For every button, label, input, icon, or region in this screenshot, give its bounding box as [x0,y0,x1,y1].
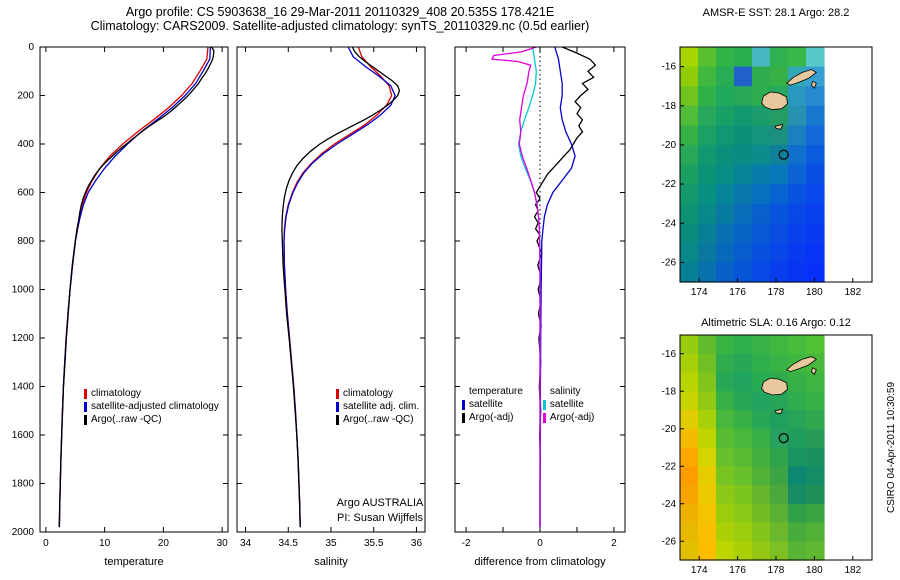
svg-text:-16: -16 [662,349,677,360]
svg-text:1000: 1000 [12,285,35,296]
svg-text:-24: -24 [662,499,677,510]
svg-text:-16: -16 [662,62,677,73]
salinity-axis-label: salinity [314,556,348,568]
svg-text:176: 176 [729,565,746,576]
sst-map-title: AMSR-E SST: 28.1 Argo: 28.2 [702,7,850,19]
svg-text:180: 180 [806,565,823,576]
svg-text:34.5: 34.5 [279,538,299,549]
legend-label: Argo(-adj) [549,412,595,423]
legend-label: climatology [343,388,394,399]
legend-label: satellite adj. clim. [343,401,420,412]
svg-text:-22: -22 [662,461,677,472]
legend-label: satellite [549,399,584,410]
csiro-timestamp: CSIRO 04-Apr-2011 10:30:59 [886,382,897,514]
legend-group: temperature satellite Argo(-adj) [462,385,523,424]
legend-label: climatology [91,388,142,399]
attribution-org: Argo AUSTRALIA [336,497,424,509]
svg-text:176: 176 [729,287,746,298]
legend-color-mark [336,414,339,425]
salinity-legend: climatology satellite adj. clim. Argo(..ra… [336,387,419,426]
attribution-pi: PI: Susan Wijffels [337,512,423,524]
legend-color-mark [462,412,465,423]
legend-entry: satellite [542,398,594,411]
svg-text:10: 10 [99,538,111,549]
figure-title-line2: Climatology: CARS2009. Satellite-adjuste… [90,19,590,33]
legend-label: satellite [469,399,503,410]
legend-entry: Argo(-adj) [462,411,523,424]
legend-color-mark [84,401,87,412]
legend-entry: satellite-adjusted climatology [84,400,228,413]
svg-text:182: 182 [844,287,861,298]
difference-axis-label: difference from climatology [474,556,606,568]
svg-text:35.5: 35.5 [364,538,384,549]
svg-text:-18: -18 [662,386,677,397]
legend-color-mark [84,414,87,425]
sla-map-title: Altimetric SLA: 0.16 Argo: 0.12 [701,317,851,329]
svg-text:-26: -26 [662,536,677,547]
legend-color-mark [542,412,546,423]
legend-group-header: salinity [549,386,581,397]
svg-text:2: 2 [611,538,617,549]
svg-text:-18: -18 [662,101,677,112]
legend-label: satellite-adjusted climatology [91,401,219,412]
svg-text:-26: -26 [662,257,677,268]
svg-text:800: 800 [17,236,34,247]
svg-text:1800: 1800 [12,479,35,490]
svg-text:400: 400 [17,139,34,150]
difference-legend: temperature satellite Argo(-adj) salinity sa… [462,385,594,424]
svg-text:34: 34 [240,538,252,549]
legend-color-mark [336,388,339,399]
svg-text:30: 30 [217,538,229,549]
legend-entry: Argo(-adj) [542,411,595,424]
legend-color-mark [462,399,465,410]
svg-text:1200: 1200 [12,333,35,344]
svg-text:-20: -20 [662,424,677,435]
svg-text:-20: -20 [662,140,677,151]
legend-entry: Argo(..raw -QC) [84,413,228,426]
svg-text:1400: 1400 [12,382,35,393]
legend-entry: Argo(..raw -QC) [336,413,419,426]
svg-text:180: 180 [806,287,823,298]
svg-text:600: 600 [17,188,34,199]
svg-text:36: 36 [411,538,423,549]
svg-text:178: 178 [768,287,785,298]
legend-entry: satellite adj. clim. [336,400,419,413]
svg-text:1600: 1600 [12,430,35,441]
svg-text:0: 0 [537,538,543,549]
legend-group: salinity satellite Argo(-adj) [542,385,595,424]
temperature-axis-label: temperature [104,556,164,568]
svg-text:20: 20 [158,538,170,549]
svg-text:-24: -24 [662,218,677,229]
svg-text:174: 174 [691,287,708,298]
legend-entry: satellite [462,398,523,411]
legend-entry: climatology [84,387,228,400]
svg-text:-2: -2 [462,538,471,549]
svg-text:-22: -22 [662,179,677,190]
svg-text:0: 0 [28,42,34,53]
svg-text:182: 182 [844,565,861,576]
legend-group-header: temperature [469,386,523,397]
temperature-legend: climatology satellite-adjusted climatolog… [84,387,228,426]
legend-color-mark [542,399,546,410]
figure-title-line1: Argo profile: CS 5903638_16 29-Mar-2011 … [125,5,555,19]
svg-text:174: 174 [691,565,708,576]
attribution-note: Argo AUSTRALIA PI: Susan Wijffels [298,496,462,526]
svg-text:35: 35 [325,538,337,549]
svg-text:2000: 2000 [12,527,35,538]
legend-color-mark [84,388,87,399]
legend-label: Argo(-adj) [469,412,514,423]
svg-text:0: 0 [43,538,49,549]
svg-text:200: 200 [17,91,34,102]
svg-text:178: 178 [768,565,785,576]
legend-color-mark [336,401,339,412]
figure-title: Argo profile: CS 5903638_16 29-Mar-2011 … [0,5,680,33]
legend-label: Argo(..raw -QC) [343,414,414,425]
legend-entry: climatology [336,387,419,400]
legend-label: Argo(..raw -QC) [91,414,162,425]
